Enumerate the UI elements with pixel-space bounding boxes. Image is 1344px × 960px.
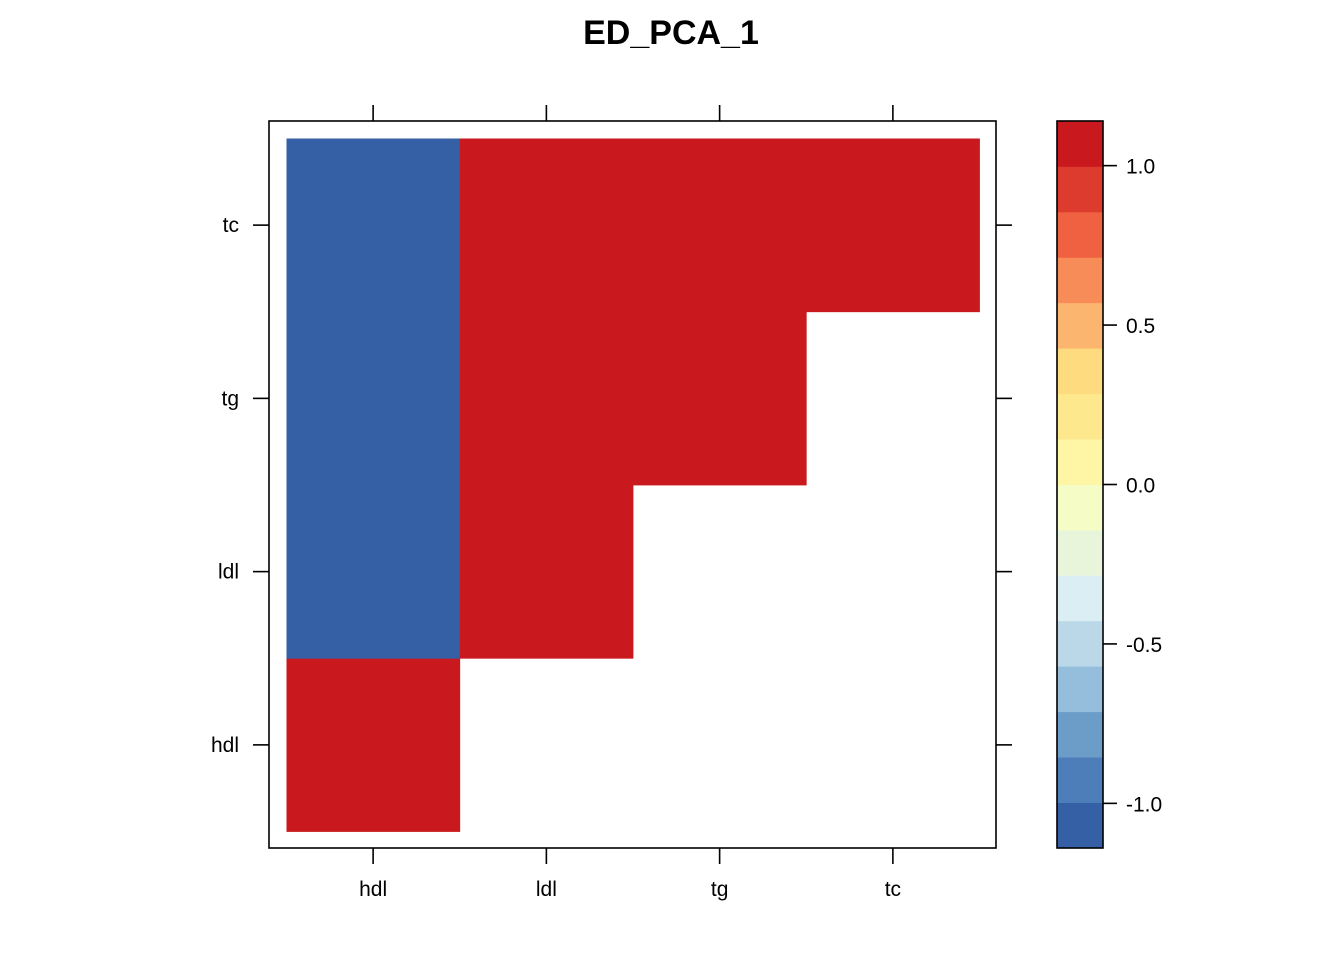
heatmap-cell-hdl-tg <box>286 311 461 486</box>
x-tick-label: hdl <box>359 878 387 901</box>
heatmap-cell-ldl-tc <box>459 138 634 313</box>
x-tick-label: ldl <box>536 878 557 901</box>
y-tick-label: tc <box>223 214 239 237</box>
colorbar-bin <box>1057 484 1103 531</box>
heatmap-cell-hdl-hdl <box>286 658 461 832</box>
heatmap-cell-tg-tg <box>633 311 807 486</box>
heatmap-cells <box>286 138 980 832</box>
x-tick-label: tg <box>711 878 729 901</box>
colorbar-bin <box>1057 121 1103 167</box>
colorbar-bin <box>1057 802 1103 849</box>
colorbar-bin <box>1057 575 1103 622</box>
colorbar-tick-label: -1.0 <box>1126 793 1162 816</box>
colorbar: -1.0 -0.5 0.0 0.5 1.0 <box>1056 120 1162 849</box>
chart-title: ED_PCA_1 <box>583 14 759 52</box>
colorbar-bin <box>1057 211 1103 258</box>
y-tick-label: tg <box>221 387 239 410</box>
colorbar-tick-label: -0.5 <box>1126 634 1162 657</box>
heatmap-cell-hdl-ldl <box>286 485 461 659</box>
colorbar-bin <box>1057 620 1103 667</box>
colorbar-bin <box>1057 529 1103 576</box>
colorbar-tick-label: 1.0 <box>1126 156 1155 179</box>
plot-frame <box>268 120 997 849</box>
colorbar-bin <box>1057 439 1103 485</box>
colorbar-tick-label: 0.5 <box>1126 315 1155 338</box>
axes: hdl ldl tg tc hdl ldl tg tc <box>211 105 1012 901</box>
y-tick-label: hdl <box>211 734 239 757</box>
heatmap-cell-ldl-tg <box>459 311 634 486</box>
colorbar-bin <box>1057 757 1103 803</box>
y-tick-label: ldl <box>218 561 239 584</box>
heatmap-cell-hdl-tc <box>286 138 461 313</box>
heatmap-cell-tc-tc <box>806 138 980 313</box>
colorbar-bin <box>1057 302 1103 349</box>
colorbar-tick-label: 0.0 <box>1126 475 1155 498</box>
colorbar-bin <box>1057 666 1103 713</box>
colorbar-bin <box>1057 348 1103 395</box>
heatmap-cell-ldl-ldl <box>459 485 634 659</box>
colorbar-bin <box>1057 393 1103 440</box>
colorbar-bin <box>1057 166 1103 213</box>
x-tick-label: tc <box>885 878 901 901</box>
colorbar-bin <box>1057 257 1103 304</box>
colorbar-bin <box>1057 711 1103 758</box>
heatmap-cell-tg-tc <box>633 138 807 313</box>
